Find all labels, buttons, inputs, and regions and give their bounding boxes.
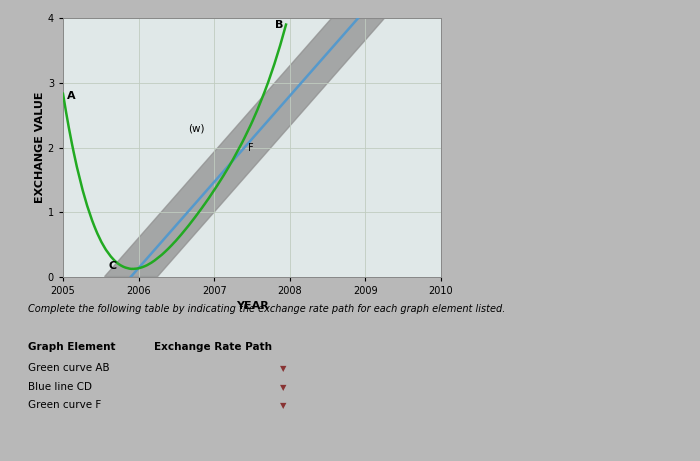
Y-axis label: EXCHANGE VALUE: EXCHANGE VALUE [35,92,45,203]
X-axis label: YEAR: YEAR [236,301,268,311]
Text: Green curve F: Green curve F [28,400,101,410]
Text: Green curve AB: Green curve AB [28,363,110,373]
Text: B: B [274,20,283,30]
Text: A: A [66,91,76,101]
Text: C: C [108,261,116,271]
Text: Exchange Rate Path: Exchange Rate Path [154,343,272,352]
Text: Blue line CD: Blue line CD [28,382,92,391]
Text: F: F [248,143,254,153]
Text: Graph Element: Graph Element [28,343,116,352]
Text: ▼: ▼ [280,383,286,391]
Polygon shape [104,18,384,277]
Text: ▼: ▼ [280,401,286,410]
Text: Complete the following table by indicating the exchange rate path for each graph: Complete the following table by indicati… [28,304,505,314]
Text: ▼: ▼ [280,364,286,373]
Text: (w): (w) [188,124,204,133]
